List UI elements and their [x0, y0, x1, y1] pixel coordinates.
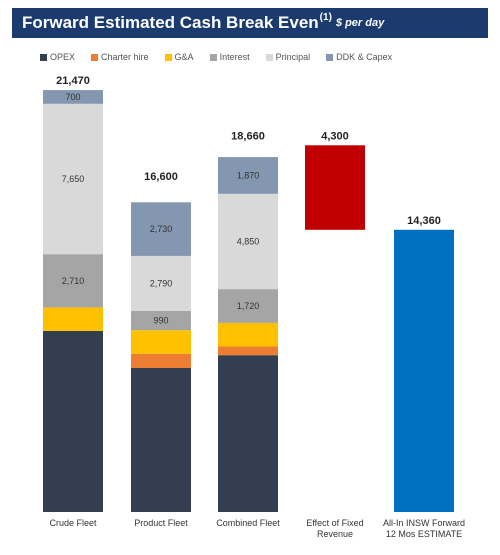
legend-label-ddk-and-capex: DDK & Capex — [336, 52, 393, 62]
legend-item-ganda: G&A — [164, 52, 194, 62]
bar-product-fleet-opex — [131, 367, 191, 512]
bar-combined-fleet-charter-hire — [218, 346, 278, 356]
bar-combined-fleet-ganda — [218, 322, 278, 347]
legend-label-ganda: G&A — [174, 52, 194, 62]
bar-all-in-insw-forward-12-mos-estimate — [394, 229, 454, 512]
value-label-effect-of-fixed-revenue: 4,300 — [321, 130, 349, 142]
legend-item-principal: Principal — [265, 52, 311, 62]
segment-label-product-fleet-interest: 990 — [153, 315, 168, 325]
legend-label-charter-hire: Charter hire — [101, 52, 149, 62]
legend-swatch-ddk-and-capex — [326, 53, 334, 61]
segment-label-crude-fleet-principal: 7,650 — [62, 174, 85, 184]
segment-label-combined-fleet-ddk-and-capex: 1,870 — [237, 170, 260, 180]
segment-label-combined-fleet-principal: 4,850 — [237, 236, 260, 246]
total-label-crude-fleet: 21,470 — [56, 75, 90, 87]
bar-product-fleet-ganda — [131, 330, 191, 354]
bar-combined-fleet-opex — [218, 355, 278, 512]
bar-crude-fleet-principal — [43, 103, 103, 255]
category-label-effect-of-fixed-revenue-line-2: Revenue — [317, 529, 353, 539]
chart-title-footnote: (1) — [319, 11, 332, 23]
category-label-crude-fleet: Crude Fleet — [49, 518, 97, 528]
legend-item-ddk-and-capex: DDK & Capex — [326, 52, 392, 62]
bar-crude-fleet-ganda — [43, 307, 103, 332]
chart-subtitle: $ per day — [335, 17, 385, 29]
chart-title-bar: Forward Estimated Cash Break Even (1) $ … — [12, 8, 488, 38]
category-label-effect-of-fixed-revenue-line-1: Effect of Fixed — [306, 518, 363, 528]
bar-product-fleet-ddk-and-capex — [131, 202, 191, 256]
total-label-product-fleet: 16,600 — [144, 171, 178, 183]
bar-effect-of-fixed-revenue — [305, 145, 365, 230]
bar-crude-fleet-opex — [43, 331, 103, 512]
legend-item-opex: OPEX — [40, 52, 75, 62]
segment-label-product-fleet-ddk-and-capex: 2,730 — [150, 224, 173, 234]
bar-crude-fleet-ddk-and-capex — [43, 90, 103, 104]
category-label-combined-fleet: Combined Fleet — [216, 518, 280, 528]
legend-swatch-interest — [209, 53, 217, 61]
segment-label-combined-fleet-interest: 1,720 — [237, 301, 260, 311]
bar-product-fleet-principal — [131, 255, 191, 311]
category-label-all-in-insw-forward-12-mos-estimate-line-1: All-In INSW Forward — [383, 518, 465, 528]
category-label-all-in-insw-forward-12-mos-estimate-line-2: 12 Mos ESTIMATE — [386, 529, 462, 539]
total-label-combined-fleet: 18,660 — [231, 130, 265, 142]
category-label-product-fleet: Product Fleet — [134, 518, 188, 528]
legend-label-opex: OPEX — [50, 52, 76, 62]
bar-combined-fleet-interest — [218, 289, 278, 323]
chart-legend: OPEX Charter hire G&A Interest Principal DDK … — [40, 50, 480, 64]
bar-combined-fleet-ddk-and-capex — [218, 157, 278, 194]
bar-crude-fleet-interest — [43, 254, 103, 308]
value-label-all-in-insw-forward-12-mos-estimate: 14,360 — [407, 215, 441, 227]
legend-swatch-charter-hire — [91, 53, 99, 61]
bar-product-fleet-charter-hire — [131, 353, 191, 368]
segment-label-crude-fleet-interest: 2,710 — [62, 276, 85, 286]
legend-label-interest: Interest — [219, 52, 250, 62]
legend-swatch-principal — [265, 53, 273, 61]
legend-item-interest: Interest — [209, 52, 250, 62]
legend-label-principal: Principal — [275, 52, 311, 62]
segment-label-crude-fleet-ddk-and-capex: 700 — [65, 92, 80, 102]
chart-title: Forward Estimated Cash Break Even — [22, 13, 319, 32]
segment-label-product-fleet-principal: 2,790 — [150, 278, 173, 288]
bar-product-fleet-interest — [131, 310, 191, 331]
bar-combined-fleet-principal — [218, 193, 278, 290]
legend-item-charter-hire: Charter hire — [91, 52, 149, 62]
legend-swatch-opex — [40, 53, 47, 61]
legend-swatch-ganda — [164, 53, 172, 61]
